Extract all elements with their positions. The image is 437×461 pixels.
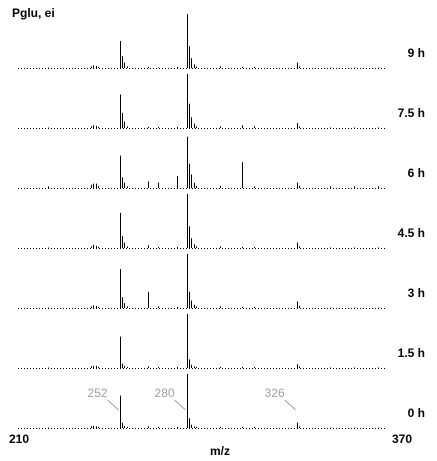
series-label: 4.5 h: [398, 226, 425, 240]
leader-line: [174, 399, 186, 411]
leader-line: [107, 399, 119, 411]
x-axis-label: m/z: [210, 444, 230, 458]
series-label: 6 h: [408, 166, 425, 180]
peak-label: 252: [88, 386, 108, 400]
chart-title: Pglu, ei: [12, 6, 55, 20]
leader-line: [284, 399, 297, 411]
peak-label: 280: [155, 386, 175, 400]
peak-label: 326: [265, 386, 285, 400]
series-label: 0 h: [408, 406, 425, 420]
x-tick-label: 210: [9, 432, 29, 446]
series-label: 9 h: [408, 46, 425, 60]
x-tick-label: 370: [392, 432, 412, 446]
series-label: 7.5 h: [398, 106, 425, 120]
series-label: 1.5 h: [398, 346, 425, 360]
series-label: 3 h: [408, 286, 425, 300]
